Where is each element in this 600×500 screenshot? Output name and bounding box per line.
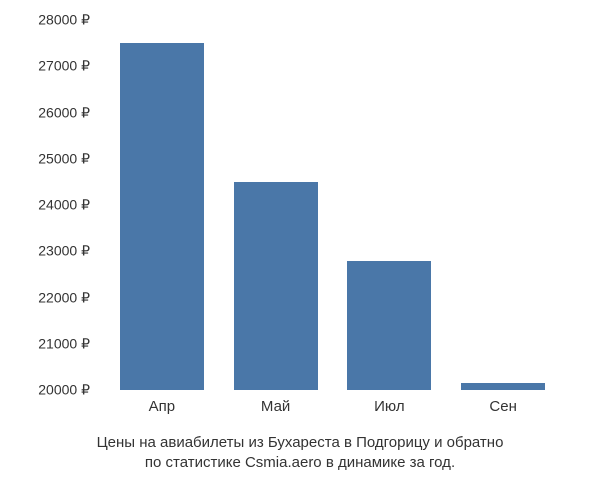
y-tick: 26000 ₽	[20, 104, 90, 121]
y-tick: 22000 ₽	[20, 289, 90, 306]
bar	[234, 182, 318, 390]
chart-caption: Цены на авиабилеты из Бухареста в Подгор…	[20, 433, 580, 474]
y-axis: 20000 ₽21000 ₽22000 ₽23000 ₽24000 ₽25000…	[20, 20, 90, 390]
y-tick: 25000 ₽	[20, 150, 90, 167]
y-tick: 24000 ₽	[20, 197, 90, 214]
y-tick: 28000 ₽	[20, 12, 90, 29]
x-label: Май	[219, 398, 333, 415]
y-tick: 21000 ₽	[20, 335, 90, 352]
bar-slot	[333, 20, 447, 390]
x-label: Апр	[105, 398, 219, 415]
bars-group	[95, 20, 570, 390]
caption-line-2: по статистике Csmia.aero в динамике за г…	[145, 454, 455, 471]
y-tick: 27000 ₽	[20, 58, 90, 75]
bar	[347, 261, 431, 391]
bar	[461, 383, 545, 390]
x-axis: АпрМайИюлСен	[95, 390, 570, 415]
y-tick: 23000 ₽	[20, 243, 90, 260]
bar-slot	[105, 20, 219, 390]
x-label: Июл	[333, 398, 447, 415]
bar-slot	[446, 20, 560, 390]
bar-slot	[219, 20, 333, 390]
plot-area: 20000 ₽21000 ₽22000 ₽23000 ₽24000 ₽25000…	[95, 20, 570, 390]
caption-line-1: Цены на авиабилеты из Бухареста в Подгор…	[97, 434, 504, 451]
bar	[120, 43, 204, 390]
y-tick: 20000 ₽	[20, 382, 90, 399]
price-chart: 20000 ₽ 21000 ₽ 22000 ₽ 23000 ₽ 24000 ₽ 25000…	[0, 0, 600, 500]
x-label: Сен	[446, 398, 560, 415]
